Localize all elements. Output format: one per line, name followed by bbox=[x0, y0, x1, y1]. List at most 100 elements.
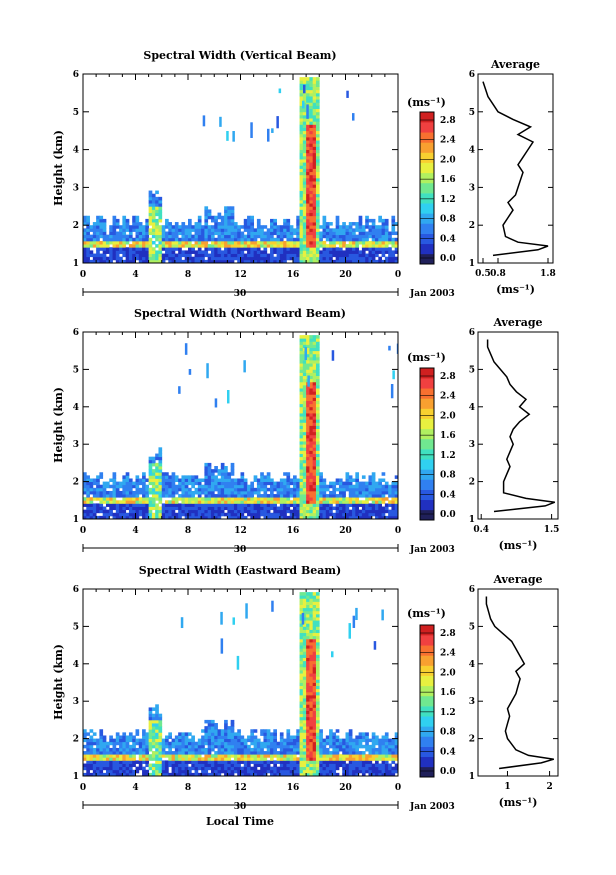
heatmap-cell bbox=[325, 506, 330, 511]
heatmap-cell bbox=[230, 494, 235, 498]
heatmap-cell bbox=[83, 732, 87, 736]
heatmap-cell bbox=[270, 769, 274, 774]
heatmap-cell bbox=[151, 751, 156, 755]
heatmap-cell bbox=[224, 218, 228, 223]
heatmap-cell bbox=[270, 247, 274, 251]
heatmap-cell bbox=[188, 732, 192, 736]
heatmap-cell bbox=[312, 459, 317, 464]
heatmap-cell bbox=[99, 218, 104, 223]
heatmap-cell bbox=[89, 487, 94, 492]
heatmap-cell bbox=[181, 754, 186, 758]
heatmap-cell bbox=[260, 240, 264, 245]
heatmap-cell bbox=[348, 754, 353, 758]
heatmap-cell bbox=[315, 754, 320, 758]
heatmap-cell bbox=[158, 744, 163, 749]
heatmap-cell bbox=[89, 754, 94, 758]
heatmap-cell bbox=[325, 509, 330, 514]
heatmap-cell bbox=[309, 406, 314, 411]
colorbar-tick-label: 0.4 bbox=[440, 490, 456, 500]
heatmap-cell bbox=[391, 259, 396, 263]
heatmap-cell bbox=[119, 256, 123, 261]
heatmap-cell bbox=[260, 231, 264, 236]
heatmap-cell bbox=[348, 250, 353, 254]
heatmap-cell bbox=[201, 231, 205, 236]
heatmap-cell bbox=[263, 487, 268, 492]
heatmap-cell bbox=[165, 494, 169, 498]
heatmap-cell bbox=[263, 503, 268, 507]
heatmap-cell bbox=[315, 240, 320, 245]
heatmap-cell bbox=[312, 253, 317, 258]
heatmap-cell bbox=[142, 244, 146, 248]
heatmap-cell bbox=[361, 506, 366, 511]
heatmap-cell bbox=[306, 472, 310, 476]
heatmap-cell bbox=[378, 769, 382, 774]
heatmap-cell bbox=[299, 375, 304, 380]
heatmap-cell bbox=[361, 487, 366, 492]
heatmap-cell bbox=[283, 234, 287, 239]
heatmap-cell bbox=[227, 250, 232, 254]
heatmap-cell bbox=[302, 645, 307, 649]
heatmap-cell bbox=[207, 466, 212, 470]
heatmap-cell bbox=[240, 472, 245, 476]
x-tick-label: 16 bbox=[287, 270, 300, 280]
heatmap-cell bbox=[230, 738, 235, 743]
y-axis-label: Height (km) bbox=[52, 387, 65, 463]
heatmap-cell bbox=[299, 462, 304, 467]
heatmap-cell bbox=[191, 515, 195, 519]
heatmap-cell bbox=[322, 741, 327, 746]
heatmap-cell bbox=[217, 500, 222, 504]
heatmap-cell bbox=[237, 757, 241, 761]
heatmap-cell bbox=[306, 247, 310, 251]
heatmap-cell bbox=[312, 99, 317, 103]
heatmap-cell bbox=[227, 506, 232, 511]
heatmap-cell bbox=[109, 231, 113, 236]
heatmap-cell bbox=[315, 335, 320, 339]
heatmap-cell bbox=[132, 494, 136, 498]
heatmap-cell bbox=[178, 751, 182, 755]
heatmap-cell bbox=[381, 222, 386, 226]
heatmap-cell bbox=[119, 760, 123, 764]
heatmap-cell bbox=[132, 512, 136, 517]
heatmap-cell bbox=[335, 741, 340, 746]
heatmap-cell bbox=[270, 754, 274, 758]
heatmap-cell bbox=[378, 487, 382, 492]
heatmap-cell bbox=[210, 244, 215, 248]
heatmap-cell bbox=[247, 240, 251, 245]
heatmap-cell bbox=[148, 193, 153, 198]
y-tick-label: 6 bbox=[73, 70, 79, 80]
heatmap-cell bbox=[191, 741, 195, 746]
heatmap-cell bbox=[247, 228, 251, 232]
heatmap-cell bbox=[306, 181, 310, 185]
heatmap-cell bbox=[315, 190, 320, 195]
heatmap-cell bbox=[142, 228, 146, 232]
heatmap-cell bbox=[309, 184, 314, 188]
heatmap-cell bbox=[296, 500, 300, 504]
heatmap-cell bbox=[168, 735, 172, 739]
heatmap-cell bbox=[109, 240, 113, 245]
heatmap-cell bbox=[171, 490, 176, 495]
heatmap-cell bbox=[125, 754, 130, 758]
heatmap-cell bbox=[201, 735, 205, 739]
heatmap-cell bbox=[371, 766, 376, 771]
heatmap-cell bbox=[148, 735, 153, 739]
heatmap-cell bbox=[99, 506, 104, 511]
heatmap-cell bbox=[286, 769, 291, 774]
heatmap-cell bbox=[306, 654, 310, 658]
heatmap-cell bbox=[132, 253, 136, 258]
heatmap-cell bbox=[132, 250, 136, 254]
heatmap-cell bbox=[302, 133, 307, 138]
heatmap-cell bbox=[309, 484, 314, 489]
heatmap-cell bbox=[240, 744, 245, 749]
heatmap-cell bbox=[119, 237, 123, 242]
heatmap-cell bbox=[112, 231, 117, 236]
heatmap-cell bbox=[273, 754, 277, 758]
heatmap-cell bbox=[99, 494, 104, 498]
heatmap-cell bbox=[253, 772, 258, 776]
heatmap-cell bbox=[165, 490, 169, 495]
heatmap-cell bbox=[312, 666, 317, 671]
heatmap-cell bbox=[299, 459, 304, 464]
heatmap-cell bbox=[338, 478, 343, 482]
heatmap-cell bbox=[188, 481, 192, 486]
heatmap-cell bbox=[365, 747, 369, 752]
heatmap-cell bbox=[335, 247, 340, 251]
